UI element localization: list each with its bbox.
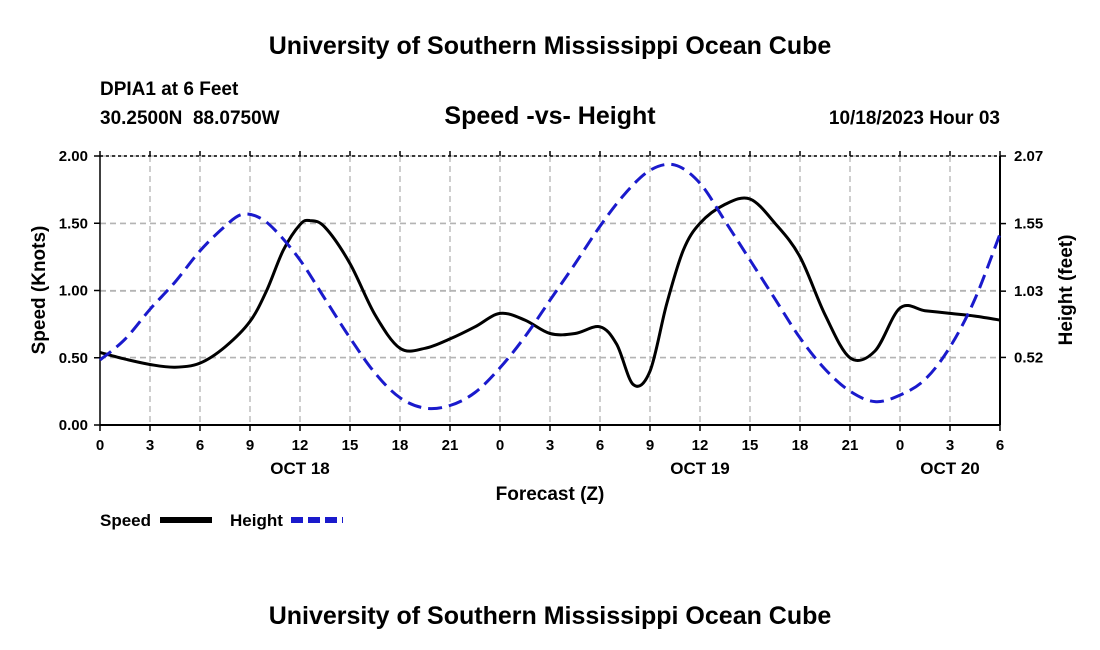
date-label: OCT 20 [920, 459, 980, 478]
x-tick-label: 21 [842, 437, 859, 454]
series-line-speed [99, 196, 1001, 388]
y-tick-label: 0.00 [59, 417, 88, 434]
y2-tick-label: 2.07 [1014, 148, 1043, 165]
y-axis-label: Speed (Knots) [29, 226, 50, 355]
x-tick-label: 15 [342, 437, 359, 454]
x-tick-label: 0 [96, 437, 104, 454]
x-tick-label: 12 [292, 437, 309, 454]
footer-title: University of Southern Mississippi Ocean… [269, 602, 832, 630]
y2-axis-label: Height (feet) [1056, 235, 1077, 346]
x-tick-label: 9 [246, 437, 254, 454]
x-tick-label: 18 [392, 437, 409, 454]
y-tick-label: 0.50 [59, 350, 88, 367]
legend-label-height: Height [230, 511, 283, 530]
x-tick-label: 0 [496, 437, 504, 454]
forecast-timestamp: 10/18/2023 Hour 03 [829, 108, 1000, 129]
x-tick-label: 18 [792, 437, 809, 454]
legend-label-speed: Speed [100, 511, 151, 530]
x-tick-label: 12 [692, 437, 709, 454]
x-tick-label: 6 [996, 437, 1004, 454]
station-label: DPIA1 at 6 Feet [100, 79, 239, 100]
date-label: OCT 18 [270, 459, 330, 478]
y2-tick-label: 0.52 [1014, 349, 1043, 366]
x-tick-label: 15 [742, 437, 759, 454]
x-axis-label: Forecast (Z) [496, 484, 605, 505]
series-line-height [99, 162, 1002, 411]
y2-tick-label: 1.03 [1014, 283, 1043, 300]
x-tick-label: 3 [946, 437, 954, 454]
y-tick-label: 1.50 [59, 215, 88, 232]
date-label: OCT 19 [670, 459, 730, 478]
x-tick-label: 21 [442, 437, 459, 454]
y-tick-label: 1.00 [59, 283, 88, 300]
y-tick-label: 2.00 [59, 148, 88, 165]
x-tick-label: 0 [896, 437, 904, 454]
station-coords: 30.2500N 88.0750W [100, 108, 280, 129]
x-tick-label: 3 [546, 437, 554, 454]
axes: 0 3 6 9 12 15 18 21 0 3 6 9 12 15 18 21 0 3 6 0.00 0.50 1.00 1… [59, 148, 1043, 478]
x-tick-label: 9 [646, 437, 654, 454]
x-tick-label: 3 [146, 437, 154, 454]
grid [100, 155, 1000, 425]
x-tick-label: 6 [196, 437, 204, 454]
x-tick-label: 6 [596, 437, 604, 454]
legend: Speed Height [100, 511, 343, 530]
chart-subtitle: Speed -vs- Height [444, 102, 656, 130]
y2-tick-label: 1.55 [1014, 216, 1043, 233]
plot-area [99, 162, 1002, 411]
page-title: University of Southern Mississippi Ocean… [269, 32, 832, 60]
